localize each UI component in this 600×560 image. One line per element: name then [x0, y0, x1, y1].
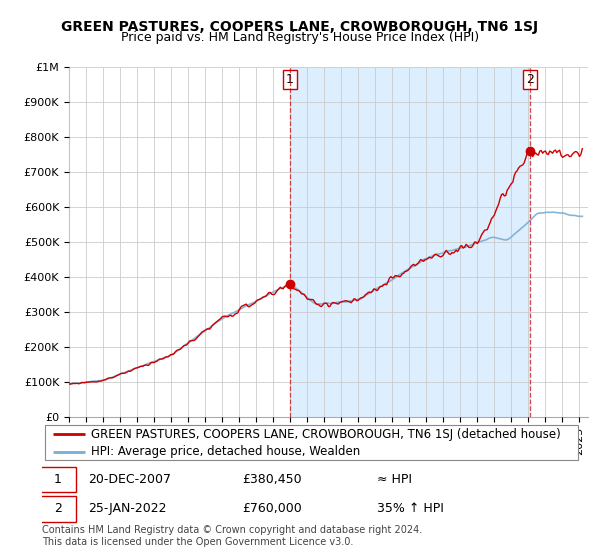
Text: £760,000: £760,000 — [242, 502, 302, 515]
Text: Price paid vs. HM Land Registry's House Price Index (HPI): Price paid vs. HM Land Registry's House … — [121, 31, 479, 44]
Text: 35% ↑ HPI: 35% ↑ HPI — [377, 502, 443, 515]
FancyBboxPatch shape — [40, 466, 76, 492]
Text: GREEN PASTURES, COOPERS LANE, CROWBOROUGH, TN6 1SJ: GREEN PASTURES, COOPERS LANE, CROWBOROUG… — [61, 20, 539, 34]
Text: 20-DEC-2007: 20-DEC-2007 — [88, 473, 171, 486]
FancyBboxPatch shape — [45, 426, 578, 460]
Text: ≈ HPI: ≈ HPI — [377, 473, 412, 486]
Text: £380,450: £380,450 — [242, 473, 301, 486]
Text: 1: 1 — [286, 73, 293, 86]
Text: GREEN PASTURES, COOPERS LANE, CROWBOROUGH, TN6 1SJ (detached house): GREEN PASTURES, COOPERS LANE, CROWBOROUG… — [91, 428, 560, 441]
Text: HPI: Average price, detached house, Wealden: HPI: Average price, detached house, Weal… — [91, 445, 360, 458]
FancyBboxPatch shape — [40, 496, 76, 522]
Text: 2: 2 — [526, 73, 533, 86]
Text: Contains HM Land Registry data © Crown copyright and database right 2024.
This d: Contains HM Land Registry data © Crown c… — [42, 525, 422, 547]
Text: 1: 1 — [54, 473, 62, 486]
Bar — [290, 67, 530, 417]
Text: 2: 2 — [54, 502, 62, 515]
Text: 25-JAN-2022: 25-JAN-2022 — [88, 502, 166, 515]
